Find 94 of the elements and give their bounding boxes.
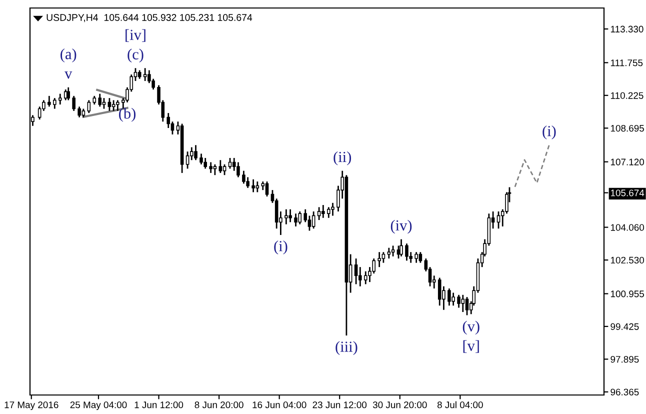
x-tick-label: 1 Jun 12:00 xyxy=(134,402,184,408)
candlestick xyxy=(116,100,120,112)
y-tick-label: 100.955 xyxy=(610,290,644,298)
candlestick xyxy=(317,206,321,221)
candlestick xyxy=(387,247,391,260)
y-tick-label: 113.330 xyxy=(610,26,644,32)
candlestick xyxy=(209,162,212,174)
annotation: [iv] xyxy=(126,29,146,42)
y-tick-label: 102.530 xyxy=(610,256,644,264)
candlestick xyxy=(312,210,316,230)
candlestick xyxy=(405,242,408,262)
candlestick xyxy=(143,67,147,82)
candlestick xyxy=(48,95,51,108)
candlestick xyxy=(378,251,381,268)
candlestick xyxy=(418,251,422,264)
y-tick-label: 97.895 xyxy=(610,356,639,363)
candlestick xyxy=(218,159,222,174)
annotation: (iv) xyxy=(390,220,412,234)
candlestick xyxy=(204,157,208,170)
candlestick xyxy=(102,97,106,110)
candlestick xyxy=(274,198,278,230)
candlestick xyxy=(87,100,91,114)
candlestick xyxy=(58,93,62,106)
line-series xyxy=(514,144,550,188)
candlestick xyxy=(322,204,325,219)
candlestick xyxy=(72,95,76,112)
candlestick xyxy=(457,294,460,308)
candlestick xyxy=(288,208,292,223)
candlestick xyxy=(108,97,112,112)
annotation: (a) xyxy=(60,48,76,62)
y-tick-label: 104.060 xyxy=(610,224,644,231)
y-tick-label: 110.225 xyxy=(610,92,644,99)
candlestick xyxy=(354,258,358,285)
y-tick-label: 96.365 xyxy=(610,388,639,396)
candlestick xyxy=(461,294,465,313)
candlestick xyxy=(236,162,240,178)
candlestick xyxy=(200,152,203,166)
candlestick xyxy=(414,251,418,264)
candlestick xyxy=(331,202,334,216)
candlestick xyxy=(213,164,217,176)
candlestick xyxy=(284,208,288,225)
candlestick xyxy=(326,206,330,219)
annotation: (c) xyxy=(128,48,144,63)
x-tick-label: 23 Jun 12:00 xyxy=(312,402,367,408)
candlestick xyxy=(304,208,308,223)
x-tick-label: 25 May 04:00 xyxy=(70,402,127,410)
annotation: (i) xyxy=(542,125,556,140)
y-tick-label: 99.425 xyxy=(610,323,639,330)
candlestick xyxy=(400,238,403,258)
candlestick xyxy=(78,106,81,118)
candlestick xyxy=(452,292,455,306)
candlestick xyxy=(294,212,298,228)
candlestick xyxy=(382,251,386,264)
candlestick xyxy=(112,100,116,112)
annotation: (v) xyxy=(462,320,480,335)
candlestick xyxy=(265,180,269,198)
annotation: (b) xyxy=(119,108,136,122)
annotation: [v] xyxy=(463,340,479,353)
candlestick xyxy=(98,93,102,108)
candlestick xyxy=(438,277,442,306)
candlestick xyxy=(170,120,174,136)
candlestick xyxy=(228,157,232,170)
x-tick-label: 8 Jun 20:00 xyxy=(194,402,244,408)
y-tick-label: 108.695 xyxy=(610,124,644,132)
text: USDJPY,H4 105.644 105.932 105.231 105.674 xyxy=(46,14,252,22)
annotation: (ii) xyxy=(334,151,352,166)
candlestick xyxy=(66,86,70,101)
candlestick xyxy=(496,210,500,230)
candlestick xyxy=(298,210,302,225)
annotation: v xyxy=(64,72,72,79)
candlestick xyxy=(465,296,469,316)
candlestick xyxy=(358,266,362,288)
candlestick xyxy=(391,244,395,258)
y-tick-label: 107.120 xyxy=(610,158,644,166)
candlestick xyxy=(364,270,368,285)
candlestick xyxy=(166,112,170,129)
candlestick xyxy=(53,97,56,110)
candlestick xyxy=(448,288,451,306)
x-tick-label: 8 Jul 04:00 xyxy=(437,401,483,408)
y-tick-label: 105.674 xyxy=(610,190,644,196)
x-tick-label: 17 May 2016 xyxy=(4,402,58,410)
x-tick-label: 30 Jun 20:00 xyxy=(372,402,427,408)
candlestick xyxy=(252,178,255,193)
candlestick xyxy=(186,150,190,170)
candlestick xyxy=(190,146,194,161)
annotation: (i) xyxy=(274,240,288,254)
annotation: (iii) xyxy=(336,341,358,355)
candlestick xyxy=(256,180,260,193)
x-tick-label: 16 Jun 04:00 xyxy=(252,402,306,408)
candlestick xyxy=(242,170,246,184)
candlestick xyxy=(194,144,198,161)
candlestick xyxy=(222,164,226,176)
candlestick xyxy=(308,215,312,232)
y-tick-label: 111.755 xyxy=(610,60,643,66)
